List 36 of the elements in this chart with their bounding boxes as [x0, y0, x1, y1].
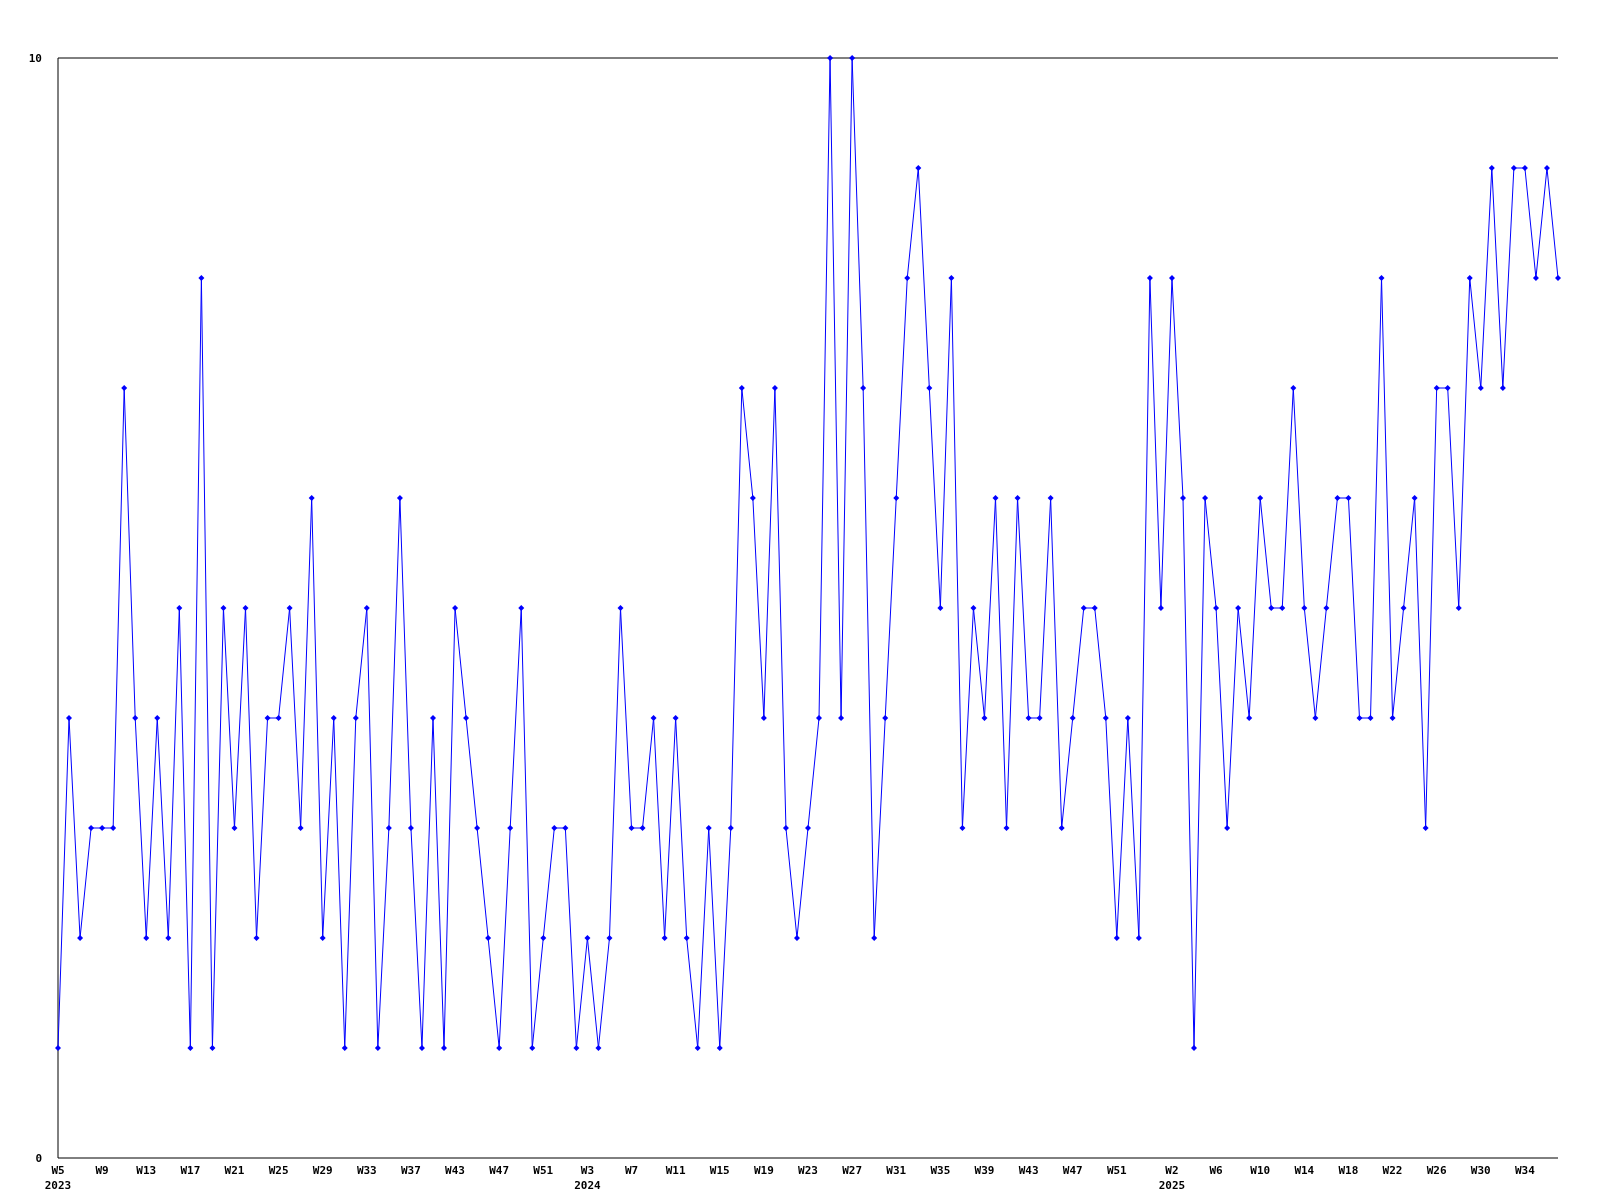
- x-tick-label: W47: [489, 1164, 510, 1177]
- x-tick-label: W17: [180, 1164, 201, 1177]
- x-tick-label: W10: [1250, 1164, 1271, 1177]
- x-tick-label: W33: [356, 1164, 377, 1177]
- x-tick-label: W6: [1209, 1164, 1224, 1177]
- x-tick-label: W19: [753, 1164, 774, 1177]
- x-tick-label: W37: [401, 1164, 421, 1177]
- x-tick-label: W30: [1470, 1164, 1491, 1177]
- y-tick-label: 0: [35, 1152, 42, 1165]
- x-tick-label: W9: [95, 1164, 109, 1177]
- x-tick-label: W3 2024: [574, 1164, 602, 1192]
- x-tick-label: W29: [312, 1164, 333, 1177]
- x-tick-label: W43: [445, 1164, 465, 1177]
- x-tick-label: W2 2025: [1158, 1164, 1186, 1192]
- y-tick-label: 10: [28, 52, 42, 65]
- x-tick-label: W15: [709, 1164, 730, 1177]
- x-tick-label: W14: [1294, 1164, 1315, 1177]
- x-tick-label: W31: [886, 1164, 907, 1177]
- x-tick-label: W35: [930, 1164, 951, 1177]
- x-tick-label: W39: [974, 1164, 995, 1177]
- x-tick-label: W25: [268, 1164, 289, 1177]
- x-tick-label: W51: [1106, 1164, 1128, 1177]
- x-tick-label: W26: [1426, 1164, 1447, 1177]
- x-tick-label: W11: [665, 1164, 686, 1177]
- x-tick-label: W43: [1018, 1164, 1039, 1177]
- x-tick-label: W51: [533, 1164, 554, 1177]
- x-tick-label: W13: [136, 1164, 157, 1177]
- x-tick-label: W27: [842, 1164, 863, 1177]
- x-tick-label: W18: [1338, 1164, 1359, 1177]
- x-tick-label: W7: [624, 1164, 639, 1177]
- x-tick-label: W34: [1514, 1164, 1536, 1177]
- x-tick-label: W22: [1382, 1164, 1403, 1177]
- x-tick-label: W21: [224, 1164, 245, 1177]
- x-tick-label: W47: [1062, 1164, 1083, 1177]
- x-tick-label: W5 2023: [44, 1164, 72, 1192]
- x-tick-label: W23: [798, 1164, 818, 1177]
